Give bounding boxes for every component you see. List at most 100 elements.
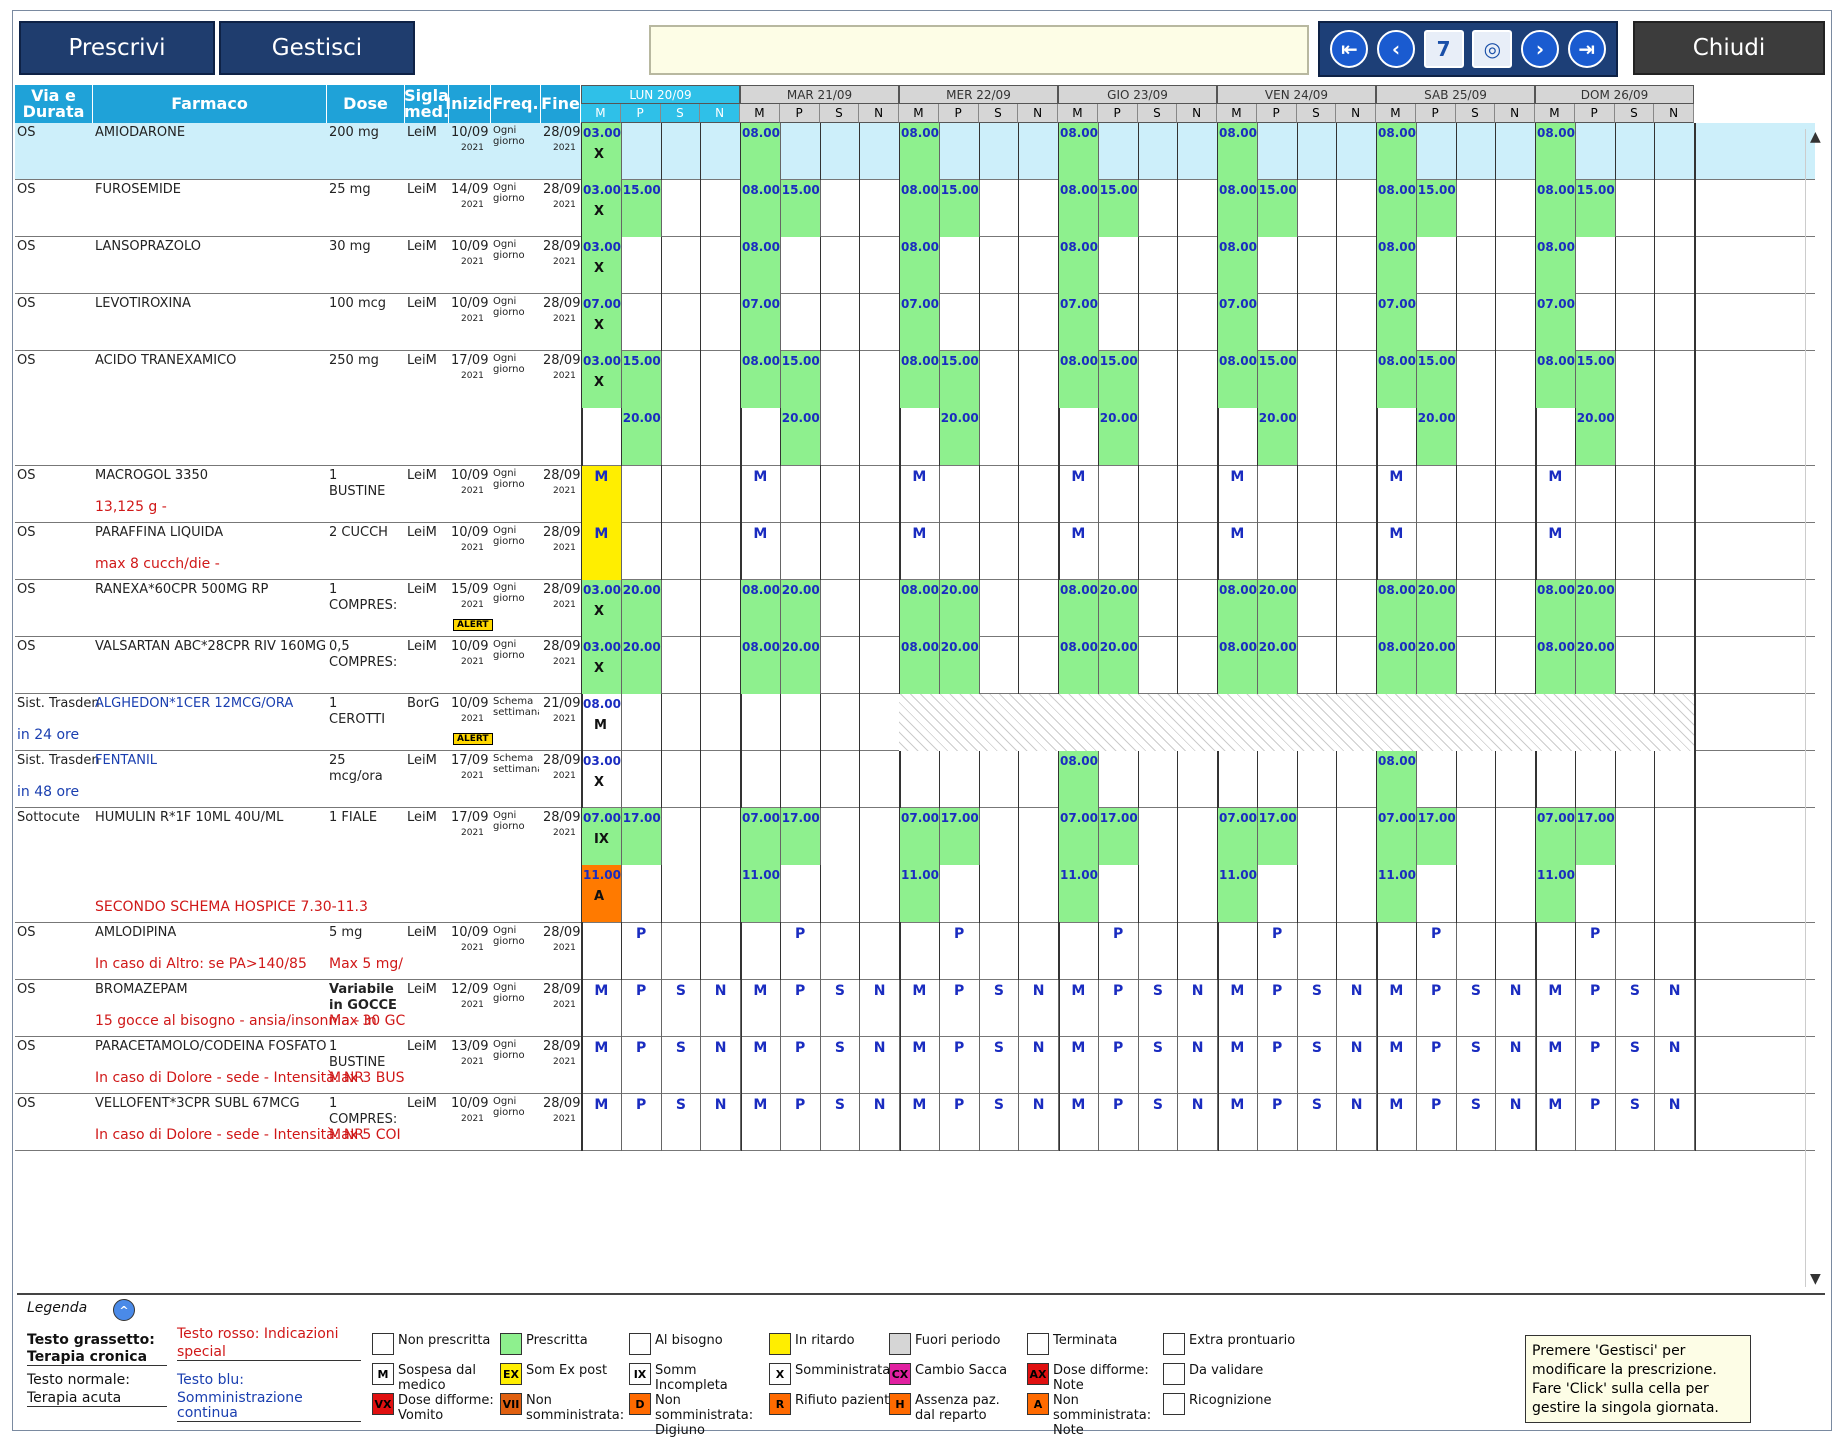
schedule-cell[interactable]: M (1377, 466, 1417, 523)
calendar-icon[interactable]: 7 (1423, 30, 1464, 68)
schedule-cell[interactable]: 08.00 (900, 237, 940, 294)
schedule-cell[interactable]: S (1298, 1037, 1338, 1094)
schedule-cell[interactable]: P (1099, 1094, 1139, 1151)
schedule-cell[interactable]: P (1099, 1037, 1139, 1094)
schedule-cell[interactable]: S (1298, 980, 1338, 1037)
column-header-dose[interactable]: Dose (327, 85, 405, 123)
legend-collapse-icon[interactable]: ^ (113, 1299, 135, 1321)
schedule-cell[interactable]: 07.00 (1377, 808, 1417, 865)
schedule-cell[interactable]: N (1019, 1094, 1059, 1151)
schedule-cell[interactable]: 11.00 (1218, 865, 1258, 922)
schedule-cell[interactable]: 20.00 (939, 637, 980, 694)
therapy-row[interactable]: OS LEVOTIROXINA 100 mcg LeiM 10/09 2021 Ogni gi… (15, 294, 1815, 351)
schedule-cell[interactable]: 07.00 (1218, 294, 1258, 351)
schedule-cell[interactable]: M (741, 1037, 781, 1094)
schedule-cell[interactable]: 07.00 IX (582, 808, 622, 865)
schedule-cell[interactable]: 11.00 (1059, 865, 1099, 922)
schedule-cell[interactable]: M (582, 466, 622, 523)
schedule-cell[interactable]: 08.00 (1536, 637, 1576, 694)
schedule-cell[interactable]: S (1616, 1094, 1656, 1151)
schedule-cell[interactable]: 20.00 (1257, 637, 1298, 694)
schedule-cell[interactable]: 08.00 (741, 637, 781, 694)
schedule-cell[interactable]: 15.00 (780, 180, 821, 237)
schedule-cell[interactable]: M (1377, 980, 1417, 1037)
schedule-cell[interactable]: 20.00 (939, 408, 980, 465)
schedule-cell[interactable]: M (1536, 980, 1576, 1037)
schedule-cell[interactable]: P (1417, 1037, 1457, 1094)
vertical-scrollbar[interactable]: ▲ ▼ (1805, 129, 1825, 1287)
schedule-cell[interactable]: S (821, 980, 861, 1037)
therapy-row[interactable]: OS MACROGOL 3350 1 BUSTINE LeiM 10/09 2021 Ogni… (15, 466, 1815, 523)
therapy-row[interactable]: Sist. Trasden ALGHEDON*1CER 12MCG/ORA 1 CER… (15, 694, 1815, 751)
schedule-cell[interactable]: 20.00 (1575, 580, 1616, 637)
schedule-cell[interactable]: 08.00 (1218, 637, 1258, 694)
schedule-cell[interactable]: M (900, 1037, 940, 1094)
day-header[interactable]: MAR 21/09 (740, 85, 899, 104)
schedule-cell[interactable]: 08.00 (1377, 351, 1417, 408)
schedule-cell[interactable]: S (1616, 980, 1656, 1037)
schedule-cell[interactable]: 20.00 (939, 580, 980, 637)
schedule-cell[interactable]: 15.00 (939, 180, 980, 237)
schedule-cell[interactable]: N (1337, 1094, 1377, 1151)
schedule-cell[interactable]: P (1099, 923, 1139, 980)
schedule-cell[interactable]: P (622, 1094, 662, 1151)
schedule-cell[interactable]: S (821, 1037, 861, 1094)
schedule-cell[interactable]: S (980, 1037, 1020, 1094)
schedule-cell[interactable]: M (900, 980, 940, 1037)
schedule-cell[interactable]: P (781, 1094, 821, 1151)
day-header[interactable]: GIO 23/09 (1058, 85, 1217, 104)
schedule-cell[interactable]: 07.00 (741, 294, 781, 351)
next-week-icon[interactable]: › (1520, 30, 1559, 68)
schedule-cell[interactable]: 03.00 X (582, 351, 622, 408)
prev-week-icon[interactable]: ‹ (1376, 30, 1415, 68)
schedule-cell[interactable]: 15.00 (1098, 351, 1139, 408)
schedule-cell[interactable]: 07.00 (1377, 294, 1417, 351)
schedule-cell[interactable]: 03.00 X (582, 637, 622, 694)
therapy-row[interactable]: Sottocute HUMULIN R*1F 10ML 40U/ML 1 FIALE… (15, 808, 1815, 923)
schedule-cell[interactable]: M (1536, 1037, 1576, 1094)
schedule-cell[interactable]: 15.00 (621, 351, 662, 408)
schedule-cell[interactable]: M (900, 1094, 940, 1151)
schedule-cell[interactable]: 08.00 (1377, 751, 1417, 808)
schedule-cell[interactable]: M (1536, 523, 1576, 580)
schedule-cell[interactable]: M (1059, 523, 1099, 580)
schedule-cell[interactable]: S (1139, 1037, 1179, 1094)
schedule-cell[interactable]: 08.00 (1059, 637, 1099, 694)
schedule-cell[interactable]: 07.00 (1059, 294, 1099, 351)
schedule-cell[interactable]: P (1576, 980, 1616, 1037)
column-header-via[interactable]: Via e Durata (15, 85, 93, 123)
therapy-row[interactable]: OS AMLODIPINA 5 mg LeiM 10/09 2021 Ogni giorno 2… (15, 923, 1815, 980)
schedule-cell[interactable]: 03.00 X (582, 237, 622, 294)
therapy-row[interactable]: OS ACIDO TRANEXAMICO 250 mg LeiM 17/09 2021 Og… (15, 351, 1815, 466)
schedule-cell[interactable]: S (1457, 1037, 1497, 1094)
schedule-cell[interactable]: 11.00 A (582, 865, 622, 922)
schedule-cell[interactable]: N (860, 1037, 900, 1094)
schedule-cell[interactable]: P (1258, 923, 1298, 980)
schedule-cell[interactable]: S (980, 980, 1020, 1037)
schedule-cell[interactable]: 08.00 (1536, 351, 1576, 408)
gestisci-button[interactable]: Gestisci (219, 21, 415, 75)
schedule-cell[interactable]: N (1655, 1037, 1695, 1094)
schedule-cell[interactable]: 07.00 (1536, 808, 1576, 865)
schedule-cell[interactable]: M (1377, 1094, 1417, 1151)
schedule-cell[interactable]: S (821, 1094, 861, 1151)
schedule-cell[interactable]: 17.00 (1416, 808, 1457, 865)
schedule-cell[interactable]: N (1496, 1094, 1536, 1151)
schedule-cell[interactable]: S (980, 1094, 1020, 1151)
schedule-cell[interactable]: S (1457, 1094, 1497, 1151)
schedule-cell[interactable]: 08.00 (1536, 180, 1576, 237)
schedule-cell[interactable]: 15.00 (1257, 180, 1298, 237)
schedule-cell[interactable]: P (1417, 1094, 1457, 1151)
schedule-cell[interactable]: 08.00 (900, 580, 940, 637)
schedule-cell[interactable]: 15.00 (1098, 180, 1139, 237)
schedule-cell[interactable]: 08.00 (741, 580, 781, 637)
schedule-cell[interactable]: 17.00 (939, 808, 980, 865)
schedule-cell[interactable]: S (1139, 1094, 1179, 1151)
schedule-cell[interactable]: 20.00 (780, 408, 821, 465)
schedule-cell[interactable]: P (1576, 1037, 1616, 1094)
therapy-row[interactable]: OS AMIODARONE 200 mg LeiM 10/09 2021 Ogni giorn… (15, 123, 1815, 180)
scroll-up-icon[interactable]: ▲ (1810, 129, 1821, 145)
day-header[interactable]: MER 22/09 (899, 85, 1058, 104)
schedule-cell[interactable]: N (1178, 980, 1218, 1037)
schedule-cell[interactable]: 08.00 (1059, 180, 1099, 237)
